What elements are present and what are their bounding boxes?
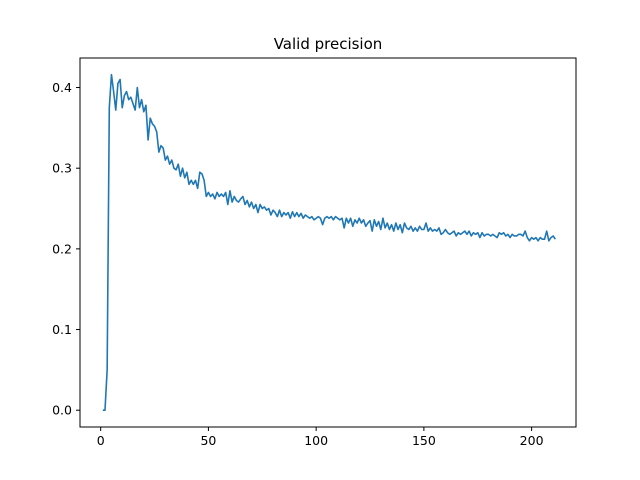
- x-tick-label: 100: [304, 433, 328, 448]
- y-tick-label: 0.1: [52, 322, 72, 337]
- y-tick-label: 0.4: [52, 80, 72, 95]
- series-line: [102, 73, 556, 412]
- series-group: [102, 73, 556, 412]
- x-tick-label: 50: [200, 433, 216, 448]
- y-tick-label: 0.0: [52, 403, 72, 418]
- y-axis: 0.0 0.1 0.2 0.3 0.4: [52, 80, 80, 418]
- plot-area-frame: [79, 57, 577, 428]
- chart-title: Valid precision: [274, 35, 383, 53]
- y-tick-label: 0.3: [52, 161, 72, 176]
- x-tick-label: 0: [97, 433, 105, 448]
- x-axis: 0 50 100 150 200: [97, 427, 544, 448]
- x-tick-label: 150: [412, 433, 436, 448]
- y-tick-label: 0.2: [52, 241, 72, 256]
- x-tick-label: 200: [520, 433, 544, 448]
